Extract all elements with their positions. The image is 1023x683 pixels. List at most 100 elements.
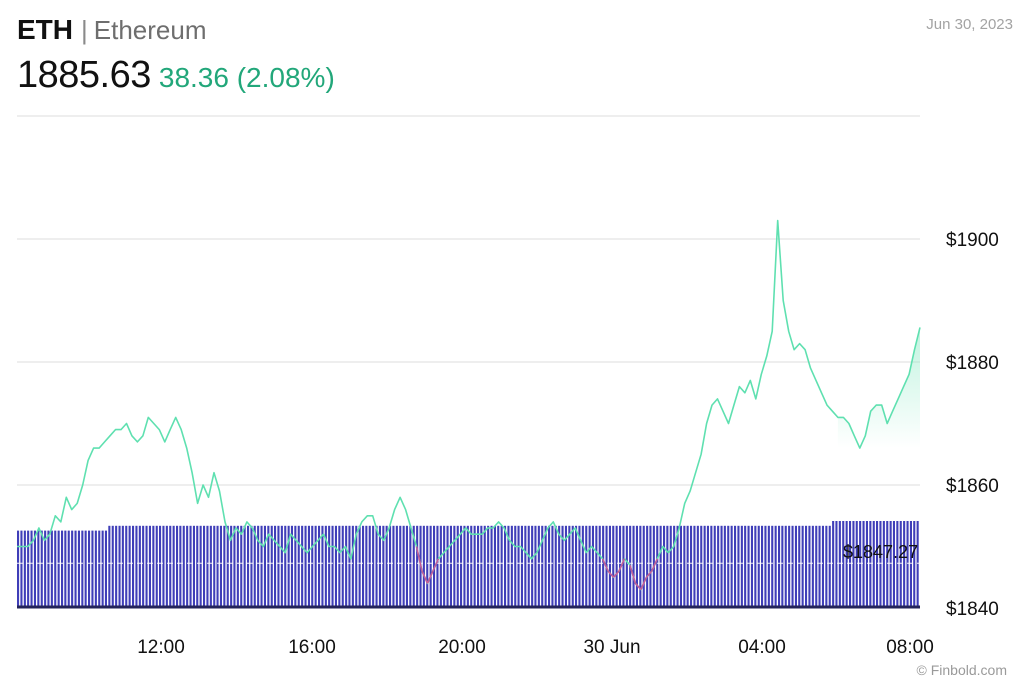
volume-bar	[463, 525, 466, 607]
volume-bar	[483, 525, 486, 607]
volume-bar	[64, 530, 67, 607]
volume-bar	[213, 525, 216, 607]
volume-bar	[504, 525, 507, 607]
volume-bar	[791, 525, 794, 607]
asset-name: Ethereum	[93, 15, 207, 45]
volume-bar	[226, 525, 229, 607]
volume-bar	[794, 525, 797, 607]
volume-bar	[104, 530, 107, 607]
volume-bar	[771, 525, 774, 607]
volume-bar	[622, 525, 625, 607]
x-tick-label: 12:00	[137, 637, 185, 658]
volume-bar	[859, 521, 862, 607]
volume-bar	[527, 525, 530, 607]
volume-bar	[257, 525, 260, 607]
volume-bar	[876, 521, 879, 607]
volume-bar	[203, 525, 206, 607]
volume-bar	[554, 525, 557, 607]
volume-bar	[456, 525, 459, 607]
volume-bar	[284, 525, 287, 607]
volume-bar	[717, 525, 720, 607]
volume-bar	[798, 525, 801, 607]
volume-bar	[243, 525, 246, 607]
volume-bar	[744, 525, 747, 607]
volume-bar	[125, 525, 128, 607]
volume-bar	[872, 521, 875, 607]
volume-bar	[115, 525, 118, 607]
volume-bar	[460, 525, 463, 607]
volume-bar	[23, 530, 26, 607]
volume-bar	[855, 521, 858, 607]
volume-bar	[473, 525, 476, 607]
volume-bar	[443, 525, 446, 607]
volume-bar	[71, 530, 74, 607]
volume-bar	[176, 525, 179, 607]
volume-bar	[94, 530, 97, 607]
volume-bar	[832, 521, 835, 607]
volume-bar	[446, 525, 449, 607]
volume-bar	[564, 525, 567, 607]
volume-bar	[781, 525, 784, 607]
volume-bar	[274, 525, 277, 607]
volume-bar	[199, 525, 202, 607]
volume-bar	[690, 525, 693, 607]
volume-bar	[61, 530, 64, 607]
volume-bar	[676, 525, 679, 607]
volume-bar	[111, 525, 114, 607]
y-tick-label: $1900	[946, 230, 999, 251]
volume-bar	[216, 525, 219, 607]
volume-bar	[608, 525, 611, 607]
volume-bar	[818, 525, 821, 607]
volume-bar	[578, 525, 581, 607]
volume-bar	[341, 525, 344, 607]
volume-bar	[290, 525, 293, 607]
current-price: 1885.63	[17, 54, 151, 96]
volume-bar	[700, 525, 703, 607]
volume-bar	[669, 525, 672, 607]
volume-bar	[632, 525, 635, 607]
volume-bar	[598, 525, 601, 607]
volume-bar	[439, 525, 442, 607]
volume-bar	[761, 525, 764, 607]
volume-bar	[37, 530, 40, 607]
volume-bar	[805, 525, 808, 607]
volume-bar	[372, 525, 375, 607]
volume-bar	[892, 521, 895, 607]
price-line-dip-segment	[421, 570, 429, 584]
volume-bar	[192, 525, 195, 607]
volume-bar	[338, 525, 341, 607]
volume-bar	[179, 525, 182, 607]
volume-bar	[223, 525, 226, 607]
x-tick-label: 04:00	[738, 637, 786, 658]
volume-bar	[324, 525, 327, 607]
volume-bar	[520, 525, 523, 607]
volume-bar	[754, 525, 757, 607]
volume-bar	[30, 530, 33, 607]
volume-bar	[287, 525, 290, 607]
volume-bar	[395, 525, 398, 607]
volume-bar	[277, 525, 280, 607]
volume-bar	[571, 525, 574, 607]
volume-bar	[788, 525, 791, 607]
volume-bar	[595, 525, 598, 607]
volume-bar	[916, 521, 919, 607]
volume-bar	[828, 525, 831, 607]
volume-bar	[294, 525, 297, 607]
volume-bar	[659, 525, 662, 607]
volume-bar	[236, 525, 239, 607]
volume-bar	[541, 525, 544, 607]
volume-bar	[230, 525, 233, 607]
volume-bar	[314, 525, 317, 607]
volume-bar	[561, 525, 564, 607]
volume-bar	[510, 525, 513, 607]
volume-bar	[869, 521, 872, 607]
volume-bar	[145, 525, 148, 607]
volume-bar	[206, 525, 209, 607]
volume-bar	[686, 525, 689, 607]
volume-bar	[720, 525, 723, 607]
volume-bar	[899, 521, 902, 607]
volume-bar	[392, 525, 395, 607]
volume-bar	[74, 530, 77, 607]
volume-bar	[263, 525, 266, 607]
volume-bar	[189, 525, 192, 607]
